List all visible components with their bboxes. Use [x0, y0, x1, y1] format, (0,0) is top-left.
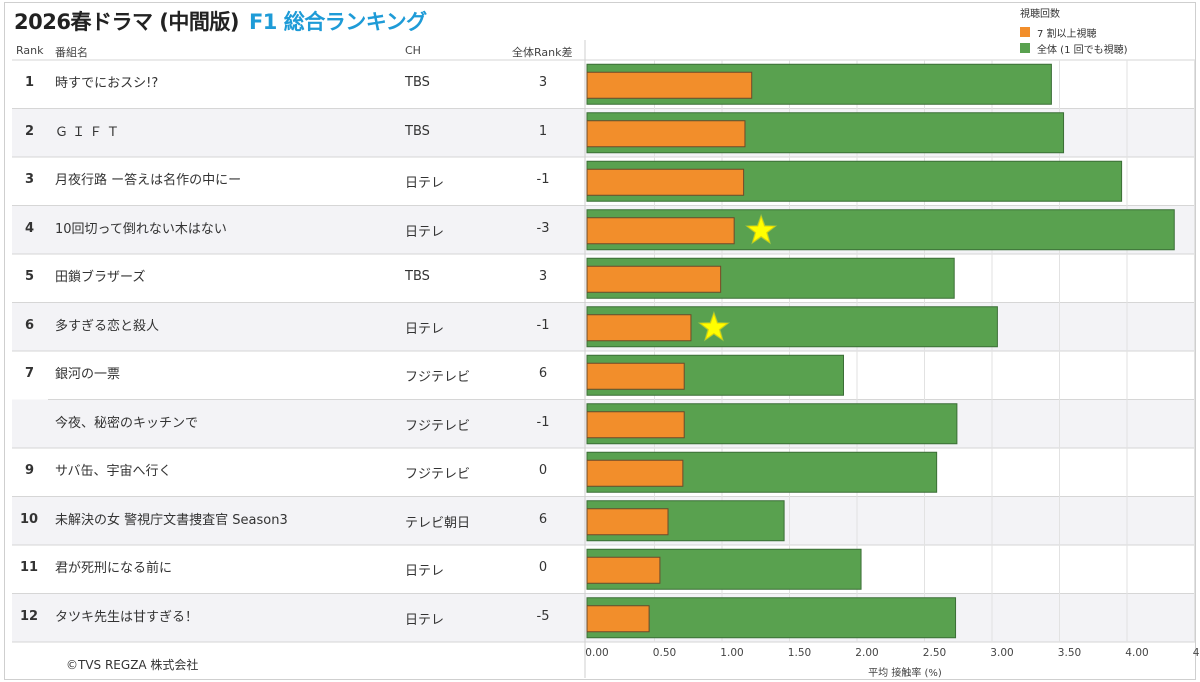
- x-tick-label: 3.00: [990, 647, 1013, 659]
- legend-swatch-orange: [1020, 27, 1030, 37]
- bar-top-viewing: [586, 265, 722, 293]
- channel: TBS: [405, 75, 430, 91]
- legend-label: 7 割以上視聴: [1037, 28, 1097, 40]
- channel: 日テレ: [405, 612, 445, 628]
- rank-number: 9: [25, 463, 35, 479]
- program-title: タツキ先生は甘すぎる！: [55, 609, 199, 625]
- header-program: 番組名: [55, 46, 88, 59]
- program-title: 10回切って倒れない木はない: [55, 221, 227, 237]
- star-marker: [699, 312, 729, 341]
- channel: TBS: [405, 123, 430, 139]
- legend-label: 全体 (1 回でも視聴): [1037, 44, 1128, 56]
- header-rank: Rank: [16, 44, 44, 57]
- rank-number: 5: [25, 269, 35, 285]
- rank-diff: 0: [538, 463, 548, 479]
- bar-top-viewing: [586, 217, 735, 245]
- rank-diff: -1: [536, 414, 550, 430]
- channel: テレビ朝日: [405, 515, 471, 531]
- x-axis-label: 平均 接触率 (%): [868, 668, 942, 679]
- bar-top-viewing: [586, 411, 685, 439]
- rank-diff: -5: [536, 608, 550, 624]
- bar-top-viewing: [586, 362, 685, 390]
- bar-top-viewing: [586, 459, 684, 487]
- channel: 日テレ: [405, 224, 445, 240]
- rank-diff: 1: [538, 123, 548, 139]
- x-tick-label: 4.00: [1125, 647, 1148, 659]
- legend-title: 視聴回数: [1020, 9, 1060, 20]
- header-ch: CH: [405, 44, 421, 57]
- program-title: 田鎖ブラザーズ: [55, 270, 146, 286]
- rank-number: 7: [25, 366, 35, 382]
- program-title: 月夜行路 ー答えは名作の中にー: [55, 173, 242, 189]
- x-tick-label: 1.00: [720, 647, 743, 659]
- rank-number: 12: [20, 608, 39, 624]
- channel: フジテレビ: [405, 467, 471, 483]
- chart-title: 2026春ドラマ (中間版) F1 総合ランキング: [14, 6, 427, 40]
- x-tick-label: 1.50: [788, 647, 811, 659]
- rank-number: 2: [25, 123, 35, 139]
- bar-top-viewing: [586, 314, 692, 342]
- header-rank-diff: 全体Rank差: [512, 46, 573, 59]
- rank-diff: 3: [538, 75, 548, 91]
- legend: 視聴回数 7 割以上視聴 全体 (1 回でも視聴): [1020, 5, 1128, 56]
- program-title: 君が死刑になる前に: [55, 561, 173, 577]
- rank-number: 4: [25, 220, 35, 236]
- rank-diff: 6: [538, 366, 548, 382]
- bar-top-viewing: [586, 556, 661, 584]
- rank-number: 3: [25, 172, 35, 188]
- title-main: 2026春ドラマ (中間版): [14, 10, 239, 34]
- program-title: Ｇ Ｉ Ｆ Ｔ: [55, 124, 120, 140]
- rank-number: 10: [20, 511, 39, 527]
- program-title: 銀河の一票: [55, 367, 121, 383]
- rank-diff: -3: [536, 220, 550, 236]
- x-tick-label: 2.50: [923, 647, 946, 659]
- legend-item-top: 7 割以上視聴: [1020, 24, 1128, 40]
- rank-diff: -1: [536, 317, 550, 333]
- bar-top-viewing: [586, 168, 745, 196]
- rank-number: 11: [20, 560, 39, 576]
- channel: TBS: [405, 269, 430, 285]
- rank-diff: -1: [536, 172, 550, 188]
- rank-number: 6: [25, 317, 35, 333]
- rank-diff: 6: [538, 511, 548, 527]
- x-tick-label: 0.00: [585, 647, 608, 659]
- x-tick-label: 3.50: [1058, 647, 1081, 659]
- bar-top-viewing: [586, 120, 746, 148]
- copyright-footer: ©TVS REGZA 株式会社: [66, 658, 199, 672]
- channel: 日テレ: [405, 176, 445, 192]
- program-title: 未解決の女 警視庁文書捜査官 Season3: [55, 512, 288, 528]
- rank-number: 1: [25, 75, 35, 91]
- channel: フジテレビ: [405, 418, 471, 434]
- x-tick-label: 2.00: [855, 647, 878, 659]
- x-tick-label: 4.50: [1193, 647, 1200, 659]
- program-title: 今夜、秘密のキッチンで: [55, 415, 199, 431]
- rank-diff: 3: [538, 269, 548, 285]
- title-sub: F1 総合ランキング: [248, 10, 427, 34]
- rank-diff: 0: [538, 560, 548, 576]
- program-title: 時すでにおスシ!?: [55, 76, 159, 92]
- program-title: 多すぎる恋と殺人: [55, 318, 160, 334]
- bar-top-viewing: [586, 605, 650, 633]
- program-title: サバ缶、宇宙へ行く: [55, 464, 172, 480]
- channel: 日テレ: [405, 321, 445, 337]
- channel: 日テレ: [405, 564, 445, 580]
- bar-top-viewing: [586, 508, 669, 536]
- legend-item-total: 全体 (1 回でも視聴): [1020, 40, 1128, 56]
- bar-top-viewing: [586, 71, 753, 99]
- chart-frame: [4, 2, 1196, 680]
- channel: フジテレビ: [405, 370, 471, 386]
- x-tick-label: 0.50: [653, 647, 676, 659]
- star-marker: [746, 215, 776, 244]
- legend-swatch-green: [1020, 43, 1030, 53]
